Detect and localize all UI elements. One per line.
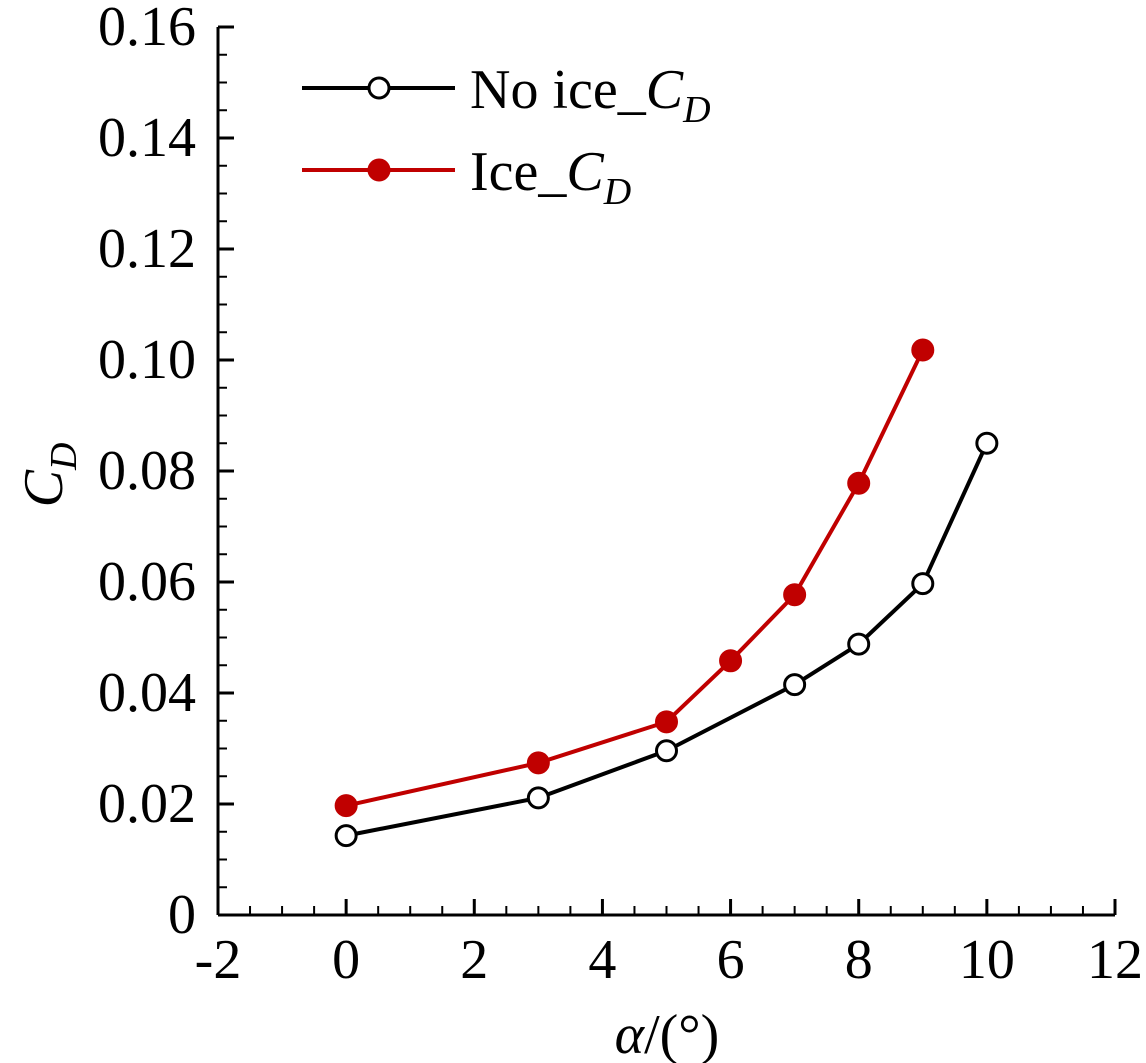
data-point — [911, 338, 935, 362]
y-tick-label: 0.08 — [98, 440, 196, 502]
y-tick-label: 0.02 — [98, 773, 196, 835]
y-axis-title-sub: D — [43, 443, 85, 471]
data-point — [655, 739, 678, 763]
x-tick-label: 2 — [460, 929, 488, 991]
y-tick-label: 0.06 — [98, 551, 196, 613]
axes: 00.020.040.060.080.100.120.140.16-2 0 2 4 6 8… — [98, 0, 1143, 991]
x-axis-title: α/(°) — [615, 1004, 720, 1063]
data-point — [655, 710, 678, 734]
data-point — [526, 751, 550, 775]
data-point — [847, 632, 871, 656]
axis-titles: CD α/(°) — [13, 443, 719, 1063]
data-point — [334, 794, 358, 818]
x-tick-label: 0 — [332, 929, 360, 991]
series-no-ice — [334, 431, 999, 848]
y-axis-title-main: C — [13, 469, 75, 507]
data-point — [783, 673, 807, 697]
series-layer — [334, 338, 999, 848]
series-ice — [334, 338, 935, 818]
x-axis-title-symbol: α — [615, 1004, 646, 1063]
data-point — [911, 572, 935, 596]
x-tick-label: -2 — [195, 929, 242, 991]
x-tick-label: 4 — [588, 929, 616, 991]
y-tick-label: 0 — [168, 884, 196, 946]
data-point — [975, 431, 999, 455]
y-axis-title: CD — [13, 443, 85, 508]
y-tick-label: 0.14 — [98, 107, 196, 169]
legend-item-no-ice: No ice_CD — [302, 59, 711, 131]
data-point — [783, 583, 807, 607]
y-tick-label: 0.04 — [98, 662, 196, 724]
y-tick-label: 0.16 — [98, 0, 196, 58]
series-line — [345, 349, 925, 808]
legend-marker — [367, 76, 391, 100]
series-line — [345, 442, 989, 838]
legend-label: No ice_CD — [470, 59, 711, 131]
data-point — [847, 471, 871, 495]
x-tick-label: 6 — [717, 929, 745, 991]
y-tick-label: 0.10 — [98, 329, 196, 391]
x-tick-label: 10 — [959, 929, 1015, 991]
x-axis-title-unit: /(°) — [644, 1004, 719, 1063]
y-tick-label: 0.12 — [98, 218, 196, 280]
data-point — [334, 824, 358, 848]
x-tick-label: 12 — [1087, 929, 1143, 991]
legend-marker — [367, 158, 391, 182]
legend-item-ice: Ice_CD — [302, 141, 631, 213]
legend: No ice_CD Ice_CD — [302, 59, 711, 213]
legend-label: Ice_CD — [470, 141, 631, 213]
x-tick-label: 8 — [845, 929, 873, 991]
data-point — [719, 649, 743, 673]
data-point — [526, 786, 550, 810]
